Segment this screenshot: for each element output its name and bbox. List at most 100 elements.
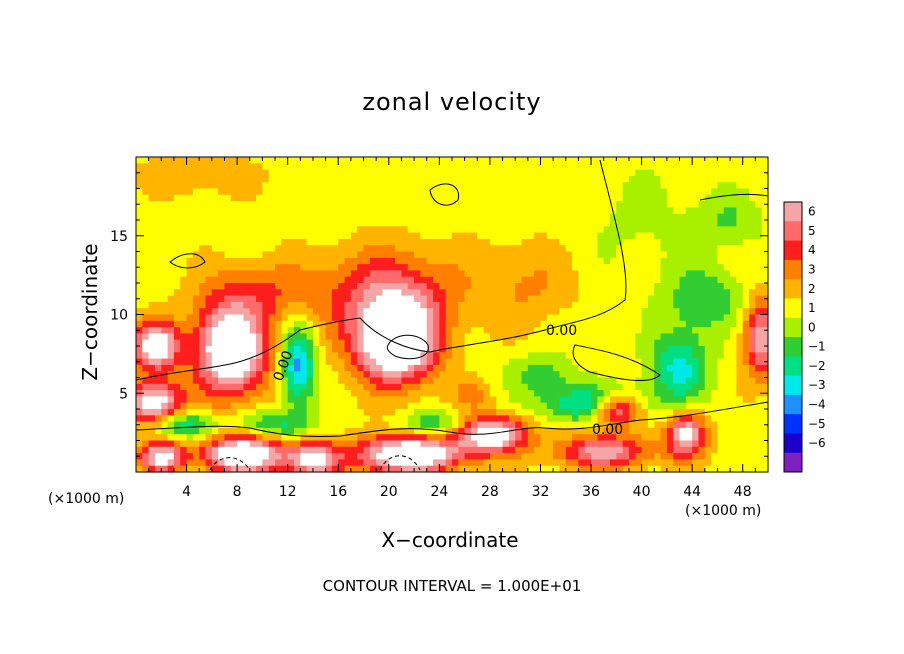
field-cell [180,201,188,208]
field-cell [224,446,232,454]
field-cell [521,440,529,448]
field-cell [192,169,200,177]
field-cell [540,465,548,473]
field-cell [483,446,491,454]
field-cell [401,238,409,246]
field-cell [414,440,421,448]
field-cell [540,320,548,328]
field-cell [717,188,725,196]
field-cell [167,383,175,391]
field-cell [376,251,384,259]
field-cell [142,276,150,284]
field-cell [275,201,282,208]
field-cell [382,283,390,290]
field-cell [331,377,339,385]
field-cell [294,402,301,410]
field-cell [268,383,276,391]
field-cell [685,390,693,397]
field-cell [515,276,523,284]
field-cell [489,415,497,423]
field-cell [704,390,712,397]
field-cell [755,358,763,366]
field-cell [578,264,586,271]
field-cell [736,207,744,215]
field-cell [205,358,213,366]
field-cell [287,339,295,347]
field-cell [692,402,700,410]
field-cell [730,257,737,265]
field-cell [224,314,232,322]
field-cell [192,371,200,379]
field-cell [591,175,598,183]
field-cell [275,182,282,190]
field-cell [167,201,175,208]
field-cell [350,276,358,284]
field-cell [641,364,649,372]
field-cell [616,289,624,297]
field-cell [603,264,611,271]
field-cell [154,201,162,208]
field-cell [679,295,687,303]
field-cell [464,175,472,183]
field-cell [628,440,636,448]
field-cell [742,383,750,391]
field-cell [325,314,333,322]
field-cell [230,257,238,265]
field-cell [148,276,156,284]
field-cell [199,226,207,234]
field-cell [395,377,403,385]
field-cell [414,358,421,366]
field-cell [325,402,333,410]
field-cell [401,201,409,208]
field-cell [388,226,396,234]
field-cell [433,314,440,322]
field-cell [414,352,421,360]
field-cell [464,283,472,290]
field-cell [256,238,263,246]
field-cell [565,446,573,454]
field-cell [730,207,737,215]
field-cell [603,213,611,221]
field-cell [521,465,529,473]
field-cell [572,201,579,208]
field-cell [755,213,763,221]
field-cell [546,188,554,196]
field-cell [224,327,232,334]
field-cell [673,402,681,410]
field-cell [502,352,510,360]
field-cell [521,157,529,164]
field-cell [136,276,143,284]
field-cell [167,232,175,240]
field-cell [376,238,384,246]
field-cell [256,276,263,284]
field-cell [319,201,327,208]
field-cell [249,333,257,341]
field-cell [281,427,289,435]
field-cell [458,283,466,290]
field-cell [730,377,737,385]
field-cell [673,434,681,442]
field-cell [761,213,769,221]
field-cell [704,434,712,442]
field-cell [218,421,226,429]
field-cell [704,333,712,341]
field-cell [407,295,415,303]
field-cell [237,453,245,460]
field-cell [679,182,687,190]
field-cell [584,157,592,164]
field-cell [584,364,592,372]
field-cell [717,163,725,171]
field-cell [470,453,478,460]
field-cell [395,339,403,347]
field-cell [742,301,750,309]
field-cell [357,320,365,328]
field-cell [502,333,510,341]
field-cell [173,396,181,404]
field-cell [142,427,150,435]
field-cell [755,421,763,429]
field-cell [287,358,295,366]
field-cell [395,409,403,416]
field-cell [186,409,194,416]
field-cell [584,339,592,347]
field-cell [742,213,750,221]
